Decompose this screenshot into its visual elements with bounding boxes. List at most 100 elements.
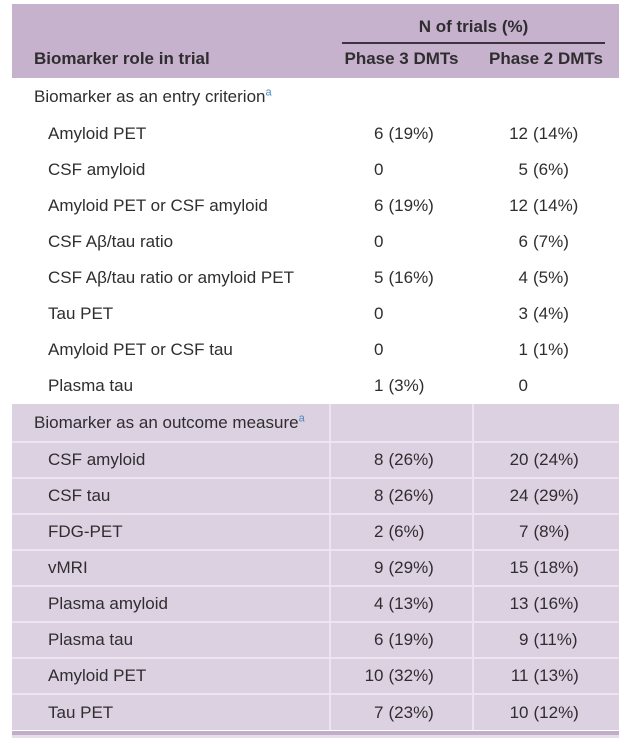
- table-row: Plasma tau 1 (3%) 0: [12, 368, 619, 404]
- trial-percent: (6%): [388, 522, 425, 541]
- value-wrap: 6 (7%): [473, 232, 619, 252]
- phase3-value: 9 (29%): [329, 549, 473, 586]
- value-wrap: 10 (12%): [474, 703, 619, 723]
- value-wrap: 24 (29%): [474, 486, 619, 506]
- trial-count: 10: [509, 702, 529, 722]
- phase3-value: 4 (13%): [329, 585, 473, 622]
- section-outcome-measure: Biomarker as an outcome measurea CSF amyl…: [12, 404, 619, 730]
- phase2-value: 0: [473, 368, 619, 404]
- trial-percent: (3%): [388, 376, 425, 395]
- section-title-cell: Biomarker as an entry criteriona: [12, 78, 330, 116]
- section-header-row: Biomarker as an outcome measurea: [12, 404, 619, 442]
- trial-percent: (16%): [533, 594, 579, 613]
- phase3-value: 0: [330, 224, 473, 260]
- value-wrap: 0: [330, 232, 473, 252]
- value-wrap: 2 (6%): [331, 522, 472, 542]
- value-wrap: 9 (29%): [331, 558, 472, 578]
- phase2-value: 6 (7%): [473, 224, 619, 260]
- table-row: CSF amyloid 8 (26%) 20 (24%): [12, 441, 619, 478]
- phase2-value: 20 (24%): [472, 441, 619, 478]
- section-entry-criterion: Biomarker as an entry criteriona Amyloid …: [12, 78, 619, 404]
- trial-count: 12: [509, 196, 528, 215]
- section-title-cell: Biomarker as an outcome measurea: [12, 404, 330, 442]
- trial-percent: (29%): [533, 486, 579, 505]
- trial-percent: (14%): [533, 124, 579, 143]
- phase3-value: 2 (6%): [329, 513, 473, 550]
- biomarker-label: CSF Aβ/tau ratio: [48, 232, 174, 251]
- header-empty-cell: [12, 4, 330, 44]
- biomarker-label: CSF tau: [12, 477, 330, 514]
- biomarker-label: FDG-PET: [12, 513, 330, 550]
- value-wrap: 4 (5%): [473, 268, 619, 288]
- trial-percent: (26%): [388, 450, 434, 469]
- span-header-cell: N of trials (%): [330, 4, 619, 44]
- trial-count: 6: [374, 196, 384, 215]
- trial-count: 0: [518, 376, 528, 395]
- table-bottom-border: [12, 731, 619, 738]
- trial-percent: (24%): [533, 450, 579, 469]
- trial-percent: (18%): [533, 558, 579, 577]
- phase2-value: 3 (4%): [473, 296, 619, 332]
- table-row: Plasma amyloid 4 (13%) 13 (16%): [12, 585, 619, 622]
- value-wrap: 12 (14%): [473, 124, 619, 144]
- trial-count: 2: [374, 522, 384, 541]
- table-row: CSF Aβ/tau ratio or amyloid PET 5 (16%) 4 (5…: [12, 260, 619, 296]
- trial-count: 13: [509, 594, 529, 613]
- phase2-value: 10 (12%): [472, 693, 619, 730]
- trial-count: 20: [509, 450, 529, 469]
- value-wrap: 5 (16%): [330, 268, 473, 288]
- table-header: N of trials (%) Biomarker role in trial …: [12, 4, 619, 78]
- trial-count: 8: [374, 450, 384, 469]
- value-wrap: 6 (19%): [330, 196, 473, 216]
- section-header-row: Biomarker as an entry criteriona: [12, 78, 619, 116]
- biomarker-label: Amyloid PET: [48, 124, 147, 143]
- phase3-value: 8 (26%): [329, 477, 473, 514]
- table-row: CSF Aβ/tau ratio 0 6 (7%): [12, 224, 619, 260]
- trial-percent: (23%): [388, 702, 434, 722]
- section-title: Biomarker as an outcome measure: [34, 412, 299, 432]
- trial-percent: (29%): [388, 558, 434, 577]
- trial-percent: (6%): [533, 160, 569, 179]
- trial-count: 6: [518, 232, 528, 251]
- phase3-value: 0: [330, 332, 473, 368]
- biomarker-label: vMRI: [12, 549, 330, 586]
- trial-count: 4: [374, 594, 384, 613]
- value-wrap: 5 (6%): [473, 160, 619, 180]
- trial-percent: (19%): [388, 630, 434, 649]
- trial-percent: (16%): [388, 268, 434, 287]
- phase2-value: 15 (18%): [472, 549, 619, 586]
- phase3-value: 5 (16%): [330, 260, 473, 296]
- trial-percent: (19%): [388, 196, 434, 215]
- phase2-value: 9 (11%): [472, 621, 619, 658]
- value-wrap: 13 (16%): [474, 594, 619, 614]
- trial-count: 5: [374, 268, 384, 287]
- biomarker-label: Plasma amyloid: [12, 585, 330, 622]
- col-header-phase3-dmts: Phase 3 DMTs: [330, 44, 473, 78]
- trial-count: 4: [518, 268, 528, 287]
- value-wrap: 15 (18%): [474, 558, 619, 578]
- trial-count: 6: [374, 630, 384, 649]
- table-row: FDG-PET 2 (6%) 7 (8%): [12, 513, 619, 550]
- span-header-title: N of trials (%): [342, 9, 605, 44]
- trial-count: 0: [374, 340, 384, 359]
- phase2-value: 5 (6%): [473, 152, 619, 188]
- trial-count: 15: [509, 558, 529, 577]
- phase2-value: 7 (8%): [472, 513, 619, 550]
- trial-count: 0: [374, 232, 384, 251]
- trial-count: 8: [374, 486, 384, 505]
- value-wrap: 1 (1%): [473, 340, 619, 360]
- trial-count: 9: [519, 630, 529, 649]
- trial-percent: (1%): [533, 340, 569, 359]
- biomarker-label: Amyloid PET: [12, 657, 330, 694]
- biomarker-label: CSF Aβ/tau ratio or amyloid PET: [48, 268, 294, 287]
- phase3-value: 6 (19%): [329, 621, 473, 658]
- trial-percent: (4%): [533, 304, 569, 323]
- trial-count: 3: [518, 304, 528, 323]
- trial-percent: (13%): [533, 666, 579, 685]
- value-wrap: 12 (14%): [473, 196, 619, 216]
- col-header-biomarker-role: Biomarker role in trial: [12, 44, 330, 78]
- trial-count: 10: [364, 666, 384, 685]
- table-row: Amyloid PET or CSF tau 0 1 (1%): [12, 332, 619, 368]
- value-wrap: 9 (11%): [474, 630, 619, 650]
- trial-percent: (7%): [533, 232, 569, 251]
